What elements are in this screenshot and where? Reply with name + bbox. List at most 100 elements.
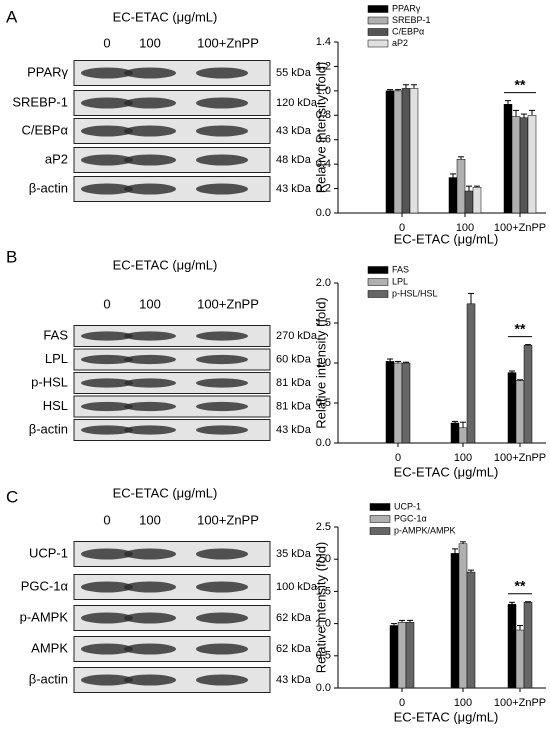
y-tick-label: 2.5 — [316, 521, 331, 533]
blot-band — [81, 183, 133, 195]
treatment-title: EC-ETAC (μg/mL) — [113, 9, 218, 24]
blot-band — [124, 643, 176, 655]
error-bar — [411, 84, 417, 89]
treatment-title: EC-ETAC (μg/mL) — [113, 485, 218, 500]
blot-band — [124, 425, 176, 435]
panel-label: B — [6, 247, 17, 266]
protein-label: SREBP-1 — [12, 94, 68, 109]
panel-label: C — [6, 487, 18, 506]
blot-band — [124, 97, 176, 109]
bar — [448, 177, 458, 214]
blot-band — [124, 674, 176, 686]
x-tick-label: 100 — [454, 452, 472, 464]
bar — [393, 362, 403, 444]
protein-label: LPL — [45, 351, 68, 366]
blot-band — [124, 67, 176, 79]
blot-band — [196, 183, 248, 195]
blot-band — [124, 378, 176, 388]
blot-band — [196, 354, 248, 365]
kda-label: 100 kDa — [276, 581, 318, 593]
legend-label: LPL — [392, 276, 408, 286]
error-bar — [387, 89, 393, 91]
x-tick-label: 0 — [399, 222, 405, 234]
bar — [466, 571, 476, 689]
legend-label: PPARγ — [392, 3, 421, 13]
y-tick-label: 1.5 — [316, 585, 331, 597]
legend-swatch — [367, 28, 389, 36]
protein-label: β-actin — [29, 421, 68, 436]
error-bar — [468, 569, 474, 573]
legend-label: UCP-1 — [394, 501, 421, 511]
error-bar — [521, 113, 527, 118]
lane-label: 0 — [103, 35, 110, 50]
bar — [466, 303, 476, 444]
kda-label: 81 kDa — [276, 377, 312, 389]
bar — [409, 88, 419, 214]
bar — [507, 604, 517, 689]
blot-band — [81, 674, 133, 686]
error-bar — [509, 370, 515, 373]
lane-label: 100+ZnPP — [197, 512, 259, 527]
blot-band — [81, 643, 133, 655]
blot-band — [124, 612, 176, 624]
blot-band — [196, 331, 248, 341]
y-tick-label: 2.0 — [316, 553, 331, 565]
error-bar — [525, 344, 531, 346]
x-axis-title: EC-ETAC (μg/mL) — [394, 464, 499, 479]
bar — [401, 88, 411, 214]
legend-swatch — [367, 16, 389, 25]
protein-label: UCP-1 — [29, 545, 68, 560]
x-tick-label: 100+ZnPP — [494, 452, 546, 464]
error-bar — [399, 619, 405, 623]
blot-band — [196, 125, 248, 137]
y-tick-label: 1.0 — [316, 85, 331, 97]
bar — [511, 116, 521, 214]
bar — [393, 90, 403, 214]
blot-band — [196, 97, 248, 109]
x-tick-label: 0 — [395, 452, 401, 464]
y-tick-label: 1.4 — [316, 36, 331, 48]
error-bar — [468, 292, 474, 304]
kda-label: 81 kDa — [276, 400, 312, 412]
kda-label: 43 kDa — [276, 674, 312, 686]
blot-band — [124, 548, 176, 560]
blot-band — [196, 378, 248, 388]
y-tick-label: 0.5 — [316, 397, 331, 409]
blot-band — [81, 331, 133, 341]
kda-label: 60 kDa — [276, 353, 312, 365]
bar — [507, 372, 517, 444]
annotation: ** — [515, 76, 526, 92]
blot-band — [196, 643, 248, 655]
lane-label: 0 — [103, 296, 110, 311]
blot-band — [81, 581, 133, 593]
blot-band — [124, 401, 176, 412]
error-bar — [452, 548, 458, 554]
blot-band — [196, 401, 248, 412]
kda-label: 120 kDa — [276, 97, 318, 109]
legend-swatch — [367, 278, 389, 286]
protein-label: FAS — [43, 327, 68, 342]
x-axis-title: EC-ETAC (μg/mL) — [394, 231, 499, 246]
error-bar — [407, 619, 413, 623]
lane-label: 100 — [139, 512, 161, 527]
blot-band — [81, 354, 133, 365]
blot-band — [81, 154, 133, 166]
y-tick-label: 2.0 — [316, 277, 331, 289]
error-bar — [391, 623, 397, 626]
kda-label: 62 kDa — [276, 643, 312, 655]
y-tick-label: 1.2 — [316, 60, 331, 72]
bar — [401, 362, 411, 444]
legend-swatch — [369, 515, 391, 523]
legend-swatch — [369, 527, 391, 535]
annotation: ** — [515, 577, 526, 593]
error-bar — [403, 84, 409, 89]
y-tick-label: 0.6 — [316, 134, 331, 146]
kda-label: 43 kDa — [276, 125, 312, 137]
y-tick-label: 1.5 — [316, 317, 331, 329]
kda-label: 270 kDa — [276, 330, 318, 342]
blot-band — [81, 401, 133, 412]
legend-label: C/EBPα — [392, 26, 424, 36]
x-tick-label: 100+ZnPP — [494, 222, 546, 234]
x-tick-label: 0 — [399, 697, 405, 709]
y-tick-label: 0.8 — [316, 109, 331, 121]
